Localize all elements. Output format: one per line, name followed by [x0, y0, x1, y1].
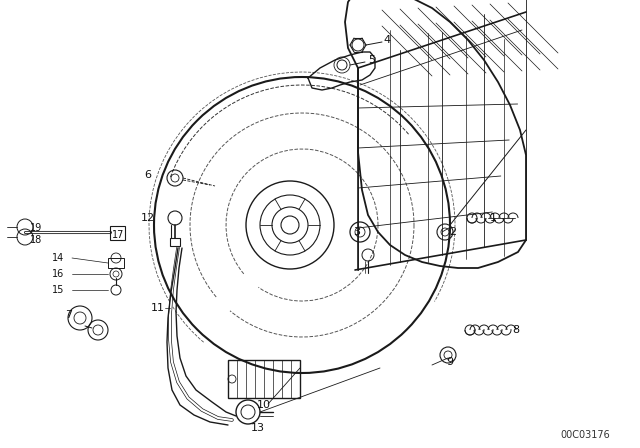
Text: 2: 2: [449, 227, 456, 237]
Text: 10: 10: [257, 400, 271, 410]
Text: 14: 14: [52, 253, 64, 263]
Text: 13: 13: [251, 423, 265, 433]
Text: 6: 6: [145, 170, 152, 180]
Text: 7: 7: [65, 310, 72, 320]
Text: 00C03176: 00C03176: [560, 430, 610, 440]
Text: 11: 11: [151, 303, 165, 313]
Text: 17: 17: [112, 230, 124, 240]
Text: 18: 18: [30, 235, 42, 245]
Text: 8: 8: [512, 325, 519, 335]
Text: 16: 16: [52, 269, 64, 279]
Text: 5: 5: [369, 55, 376, 65]
Bar: [170, 238, 180, 246]
Text: 1: 1: [490, 213, 497, 223]
Bar: [228, 360, 300, 398]
Text: 9: 9: [447, 357, 454, 367]
Bar: [110, 226, 125, 240]
Text: 15: 15: [52, 285, 65, 295]
Text: 12: 12: [141, 213, 155, 223]
Bar: [108, 258, 124, 268]
Text: 3: 3: [353, 227, 360, 237]
Text: 4: 4: [383, 35, 390, 45]
Text: 19: 19: [30, 223, 42, 233]
